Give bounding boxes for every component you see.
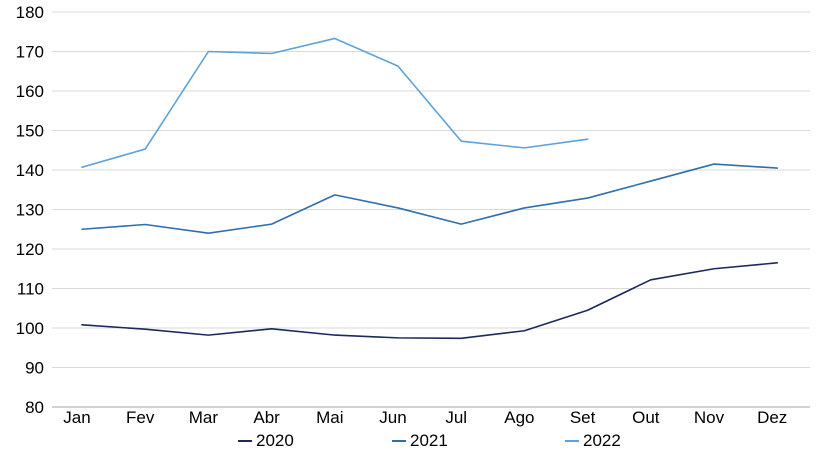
series-line-2022 <box>81 37 589 169</box>
y-tick-label: 130 <box>16 201 44 220</box>
y-tick-label: 120 <box>16 240 44 259</box>
legend-label-2022: 2022 <box>583 431 621 450</box>
x-tick-label: Jan <box>63 408 90 427</box>
x-tick-label: Jul <box>445 408 467 427</box>
x-tick-label: Fev <box>126 408 155 427</box>
y-tick-label: 140 <box>16 161 44 180</box>
y-tick-label: 170 <box>16 43 44 62</box>
y-tick-label: 90 <box>25 359 44 378</box>
x-tick-label: Ago <box>504 408 534 427</box>
y-tick-label: 110 <box>17 280 44 299</box>
y-tick-label: 180 <box>16 3 44 22</box>
series-lines <box>81 37 779 340</box>
x-tick-label: Mar <box>189 408 219 427</box>
legend: 2020 2021 2022 <box>238 431 621 450</box>
x-tick-label: Jun <box>379 408 406 427</box>
y-tick-label: 80 <box>25 398 44 417</box>
y-tick-label: 160 <box>16 82 44 101</box>
series-line-2020 <box>81 262 779 340</box>
y-axis-ticks: 80 90 100 110 120 130 140 150 160 170 180 <box>16 3 44 417</box>
legend-label-2020: 2020 <box>256 431 294 450</box>
x-tick-label: Abr <box>253 408 280 427</box>
x-axis-ticks: Jan Fev Mar Abr Mai Jun Jul Ago Set Out Nov Dez <box>63 408 787 427</box>
x-tick-label: Set <box>570 408 596 427</box>
y-tick-label: 100 <box>16 319 44 338</box>
x-tick-label: Out <box>632 408 660 427</box>
legend-label-2021: 2021 <box>410 431 448 450</box>
series-line-2021 <box>81 163 779 234</box>
x-tick-label: Mai <box>316 408 343 427</box>
x-tick-label: Dez <box>757 408 787 427</box>
grid-layer <box>52 11 810 408</box>
y-tick-label: 150 <box>16 122 44 141</box>
x-tick-label: Nov <box>694 408 725 427</box>
